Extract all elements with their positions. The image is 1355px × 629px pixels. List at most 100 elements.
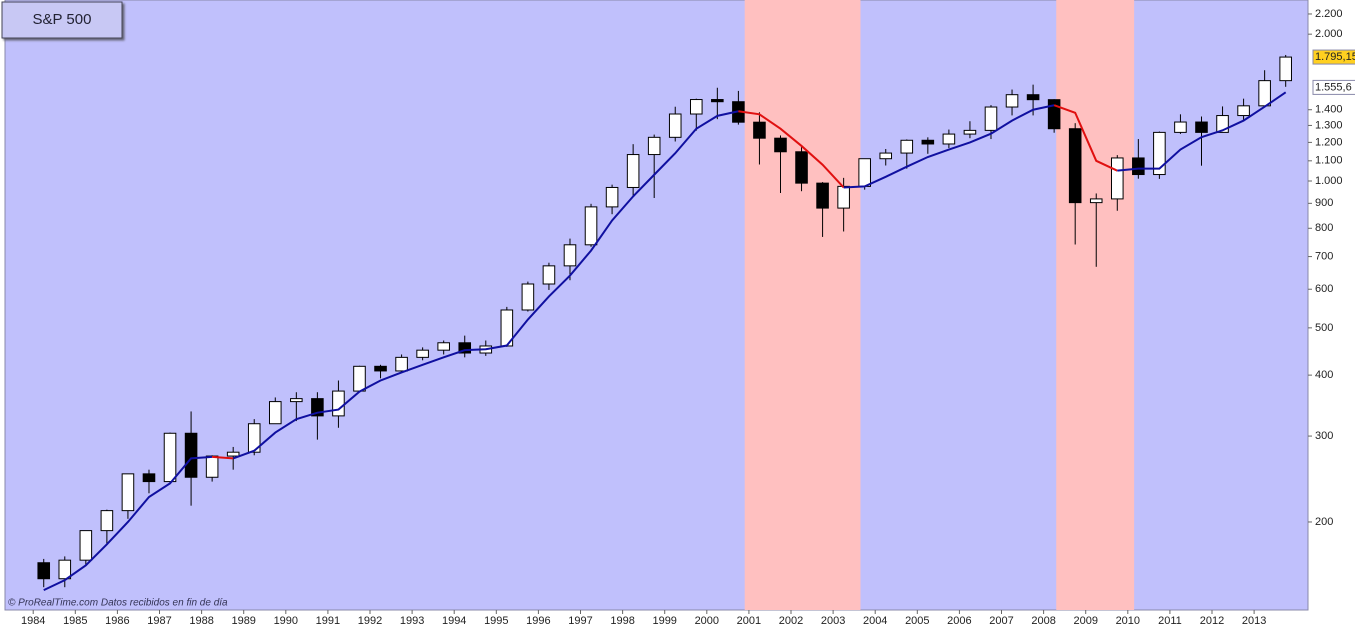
x-tick-label: 2010 [1116,615,1140,627]
candle-body [626,154,640,188]
candle-body [774,137,787,153]
y-tick-label: 1.100 [1315,155,1343,167]
candle-body [1216,115,1229,133]
candle-body [816,182,829,209]
y-tick-label: 1.200 [1315,136,1343,148]
moving-average [43,455,213,592]
y-tick-label: 1.400 [1315,104,1343,116]
moving-average [212,455,234,460]
candle-body [1132,157,1145,176]
x-tick-label: 1991 [316,615,340,627]
x-tick-label: 2005 [905,615,929,627]
x-tick-label: 1994 [442,615,466,627]
moving-average [1053,104,1118,172]
candle-body [1258,80,1271,107]
x-tick-label: 2001 [737,615,761,627]
x-tick-label: 2000 [695,615,719,627]
moving-average [232,110,739,460]
candle-body [900,139,914,154]
y-tick-label: 1.000 [1315,175,1343,187]
ma-last-box [1312,79,1355,95]
candle-body [753,121,766,139]
candle-body [100,510,114,532]
x-tick-label: 1996 [526,615,550,627]
candle-body [963,129,977,135]
y-tick-label: 400 [1315,369,1333,381]
candle-body [37,562,51,580]
candle-body [332,390,345,417]
candle-body [1089,198,1103,204]
last-price-box [1312,49,1355,65]
last-price-label: 1.795,15 [1315,51,1355,63]
candle-body [1047,99,1061,130]
x-tick-label: 1997 [568,615,592,627]
candle-body [247,423,261,453]
x-tick-label: 2004 [863,615,887,627]
x-tick-label: 1987 [147,615,171,627]
x-tick-label: 1990 [274,615,298,627]
candle-body [984,106,998,131]
candle-body [858,158,871,187]
candle-body [437,342,450,351]
x-tick-label: 1999 [652,615,676,627]
candle-body [79,530,93,561]
candle-body [879,152,893,160]
candle-body [942,133,956,145]
candle-body [121,473,135,512]
x-tick-label: 2013 [1242,615,1266,627]
x-tick-label: 2009 [1073,615,1097,627]
candle-body [711,99,724,103]
candle-body [1153,131,1166,176]
candle-body [163,432,177,483]
candle-body [458,342,472,354]
x-tick-label: 1988 [189,615,213,627]
x-tick-label: 2007 [989,615,1013,627]
moving-average [843,104,1055,189]
candle-body [668,113,682,138]
y-tick-label: 1.300 [1315,119,1343,131]
candle-body [142,473,156,483]
x-tick-label: 2011 [1158,615,1182,627]
candle-body [521,283,535,311]
candle-body [605,186,619,208]
y-tick-label: 600 [1315,283,1333,295]
y-tick-label: 2.200 [1315,8,1343,20]
x-tick-label: 1998 [610,615,634,627]
candle-body [921,139,935,145]
candle-body [268,401,282,425]
chart-title: S&P 500 [33,11,92,28]
x-tick-label: 1984 [21,615,45,627]
candle-body [226,451,240,457]
y-tick-label: 900 [1315,197,1333,209]
footer: © ProRealTime.com Datos recibidos en fin… [8,598,228,609]
candle-body [1068,128,1082,204]
x-tick-label: 1989 [231,615,255,627]
x-tick-label: 2003 [821,615,845,627]
x-tick-label: 2002 [779,615,803,627]
y-tick-label: 2.000 [1315,28,1343,40]
candle-body [1174,121,1187,133]
x-tick-label: 2006 [947,615,971,627]
ma-last-label: 1.555,6 [1315,81,1352,93]
candle-body [58,559,72,580]
x-tick-label: 1993 [400,615,424,627]
candle-body [205,455,219,478]
x-tick-label: 1992 [358,615,382,627]
y-tick-label: 800 [1315,222,1333,234]
candle-body [290,398,303,403]
title-box [1,1,123,39]
moving-average [1117,91,1287,172]
moving-average [738,110,845,189]
candle-body [795,151,808,184]
candle-body [647,136,661,156]
layer: 2.200 2.000 1.400 1.300 1.200 1.100 1.000 900 80… [21,0,1355,627]
region [744,0,861,610]
candle-body [184,432,198,478]
candle-body [1279,56,1292,82]
candle-body [563,244,577,267]
candle-body [1026,94,1040,101]
candle-body [1110,157,1124,200]
candle-body [1237,105,1250,117]
y-tick-label: 700 [1315,250,1333,262]
